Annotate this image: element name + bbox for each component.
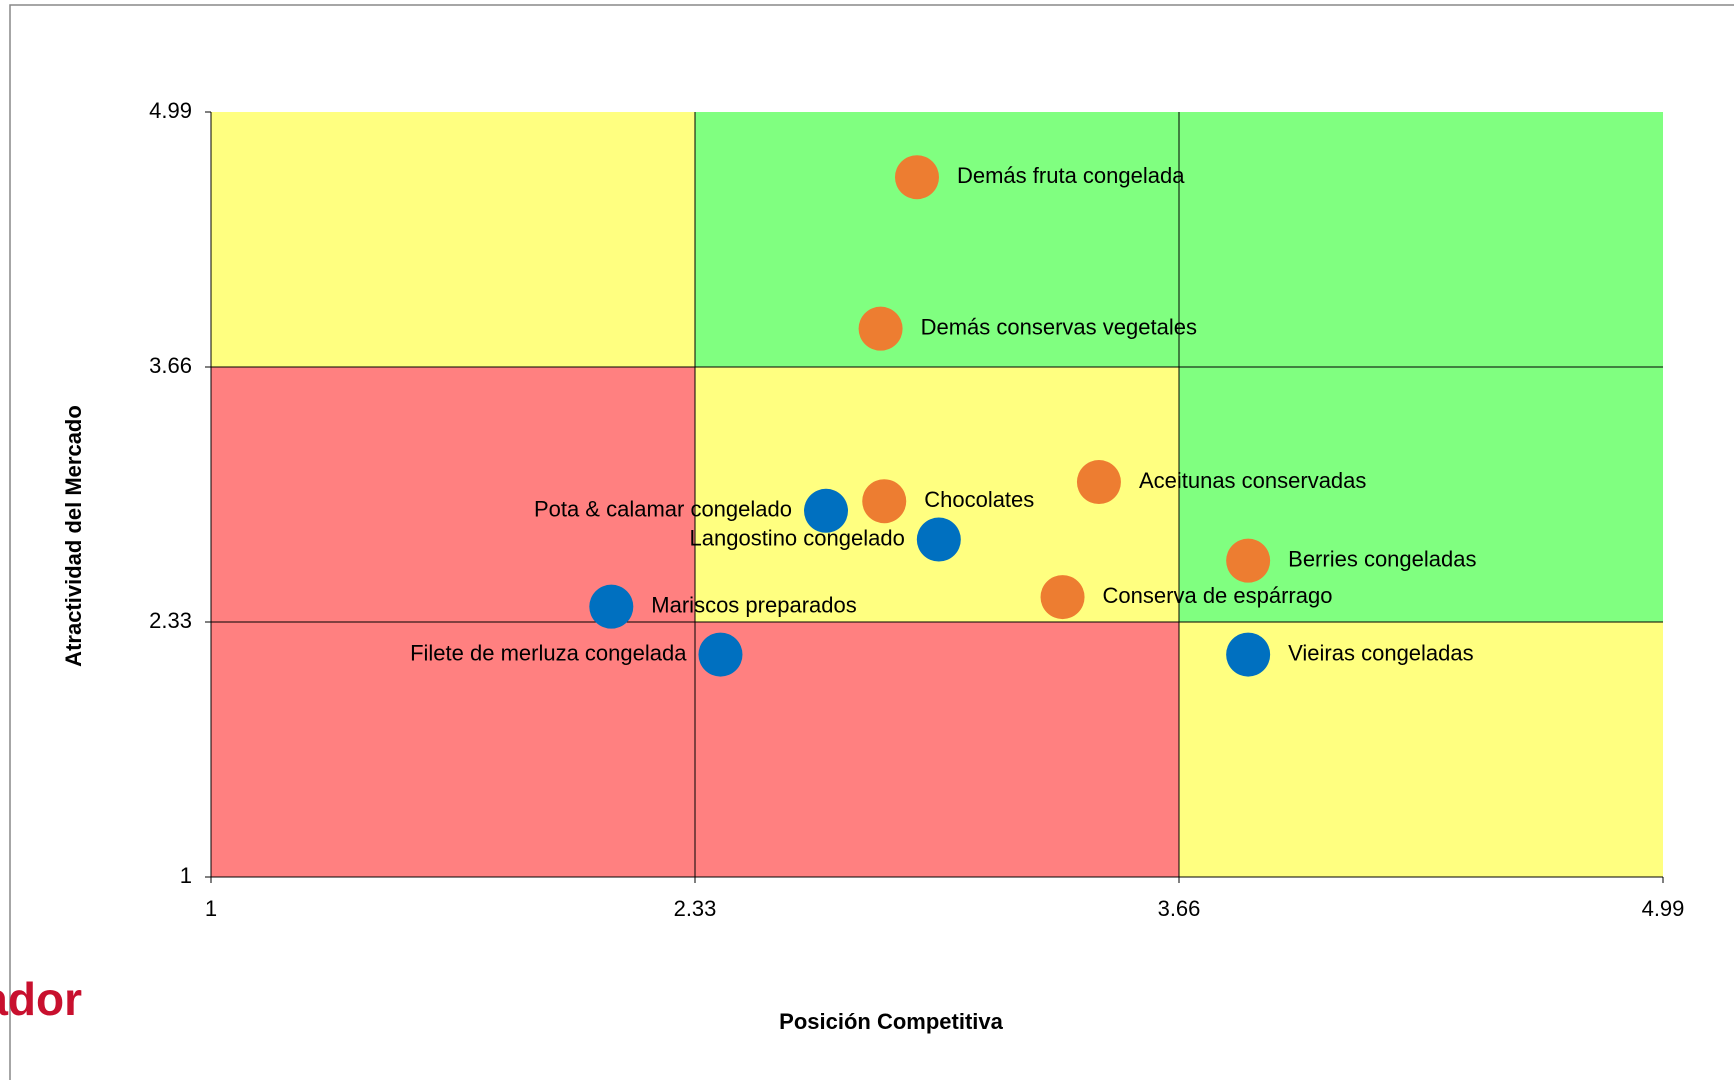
point [894,155,939,200]
point [589,584,634,629]
point-label: Conserva de espárrago [1103,583,1333,608]
point [698,632,743,677]
zone [1179,367,1663,622]
zone [211,622,695,877]
point-label: Filete de merluza congelada [410,640,687,665]
point-label: Demás conservas vegetales [921,314,1197,339]
x-axis-title: Posición Competitiva [779,1009,1003,1034]
zone [211,367,695,622]
point-label: Chocolates [924,487,1034,512]
point-label: Langostino congelado [690,525,905,550]
point [1226,632,1271,677]
zones [205,111,1664,883]
x-tick-label: 4.99 [1642,896,1685,921]
y-axis-title: Atractividad del Mercado [61,405,86,667]
point-label: Vieiras congeladas [1288,640,1474,665]
point-label: Berries congeladas [1288,546,1476,571]
x-tick-label: 1 [205,896,217,921]
zone [1179,112,1663,367]
point [862,479,907,524]
y-tick-label: 3.66 [149,353,192,378]
point-label: Demás fruta congelada [957,163,1185,188]
point-label: Aceitunas conservadas [1139,468,1366,493]
plot: Demás fruta congelada Demás conservas veg… [410,155,1476,677]
point-label: Pota & calamar congelado [534,497,792,522]
y-tick-label: 4.99 [149,98,192,123]
zone [695,622,1179,877]
x-tick-label: 2.33 [674,896,717,921]
y-tick-label: 2.33 [149,608,192,633]
point-label: Mariscos preparados [651,592,856,617]
y-tick-label: 1 [180,863,192,888]
zone [695,112,1179,367]
point [1076,460,1121,505]
point [1226,538,1271,583]
point [804,488,849,533]
zone [211,112,695,367]
logo-fragment: ador [0,973,82,1025]
point [916,517,961,562]
point [1040,575,1085,620]
x-tick-label: 3.66 [1158,896,1201,921]
point [858,306,903,351]
